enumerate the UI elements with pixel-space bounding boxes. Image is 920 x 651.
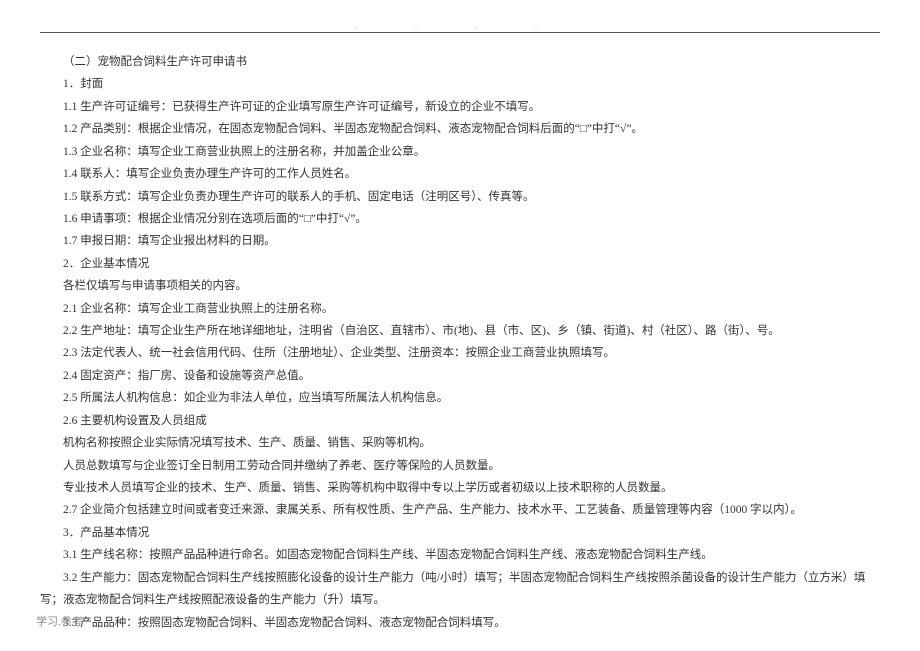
body-line: 3.1 生产线名称：按照产品品种进行命名。如固态宠物配合饲料生产线、半固态宠物配… [40,544,880,566]
body-line: 2.4 固定资产：指厂房、设备和设施等资产总值。 [40,365,880,387]
body-line: 人员总数填写与企业签订全日制用工劳动合同并缴纳了养老、医疗等保险的人员数量。 [40,455,880,477]
body-line: 3．产品基本情况 [40,522,880,544]
body-line: 2.3 法定代表人、统一社会信用代码、住所（注册地址）、企业类型、注册资本：按照… [40,342,880,364]
body-line: 1．封面 [40,73,880,95]
body-line: 2．企业基本情况 [40,253,880,275]
body-line: 2.2 生产地址：填写企业生产所在地详细地址，注明省（自治区、直辖市）、市(地)… [40,320,880,342]
body-line: 1.4 联系人：填写企业负责办理生产许可的工作人员姓名。 [40,163,880,185]
body-line: 1.5 联系方式：填写企业负责办理生产许可的联系人的手机、固定电话（注明区号）、… [40,186,880,208]
body-line-wrap-start: 3.2 生产能力：固态宠物配合饲料生产线按照膨化设备的设计生产能力（吨/小时）填… [40,567,880,589]
document-page: . . . . （二）宠物配合饲料生产许可申请书 1．封面 1.1 生产许可证编… [0,0,920,634]
page-footer: 学习.参考 [36,613,83,629]
document-body: （二）宠物配合饲料生产许可申请书 1．封面 1.1 生产许可证编号：已获得生产许… [40,51,880,634]
body-line: （二）宠物配合饲料生产许可申请书 [40,51,880,73]
body-line: 1.1 生产许可证编号：已获得生产许可证的企业填写原生产许可证编号，新设立的企业… [40,96,880,118]
body-line: 2.5 所属法人机构信息：如企业为非法人单位，应当填写所属法人机构信息。 [40,387,880,409]
top-horizontal-rule [40,32,880,33]
body-line: 专业技术人员填写企业的技术、生产、质量、销售、采购等机构中取得中专以上学历或者初… [40,477,880,499]
body-line: 3.3 产品品种：按照固态宠物配合饲料、半固态宠物配合饲料、液态宠物配合饲料填写… [40,612,880,634]
body-line: 各栏仅填写与申请事项相关的内容。 [40,275,880,297]
body-line: 2.6 主要机构设置及人员组成 [40,410,880,432]
body-line: 机构名称按照企业实际情况填写技术、生产、质量、销售、采购等机构。 [40,432,880,454]
body-line-wrap-cont: 写；液态宠物配合饲料生产线按照配液设备的生产能力（升）填写。 [40,589,880,611]
body-line: 1.3 企业名称：填写企业工商营业执照上的注册名称，并加盖企业公章。 [40,141,880,163]
header-dot-marks: . . . . [0,22,920,31]
body-line: 1.2 产品类别：根据企业情况，在固态宠物配合饲料、半固态宠物配合饲料、液态宠物… [40,118,880,140]
body-line: 1.6 申请事项：根据企业情况分别在选项后面的“□”中打“√”。 [40,208,880,230]
body-line: 2.7 企业简介包括建立时间或者变迁来源、隶属关系、所有权性质、生产产品、生产能… [40,499,880,521]
body-line: 2.1 企业名称：填写企业工商营业执照上的注册名称。 [40,298,880,320]
body-line: 1.7 申报日期：填写企业报出材料的日期。 [40,230,880,252]
